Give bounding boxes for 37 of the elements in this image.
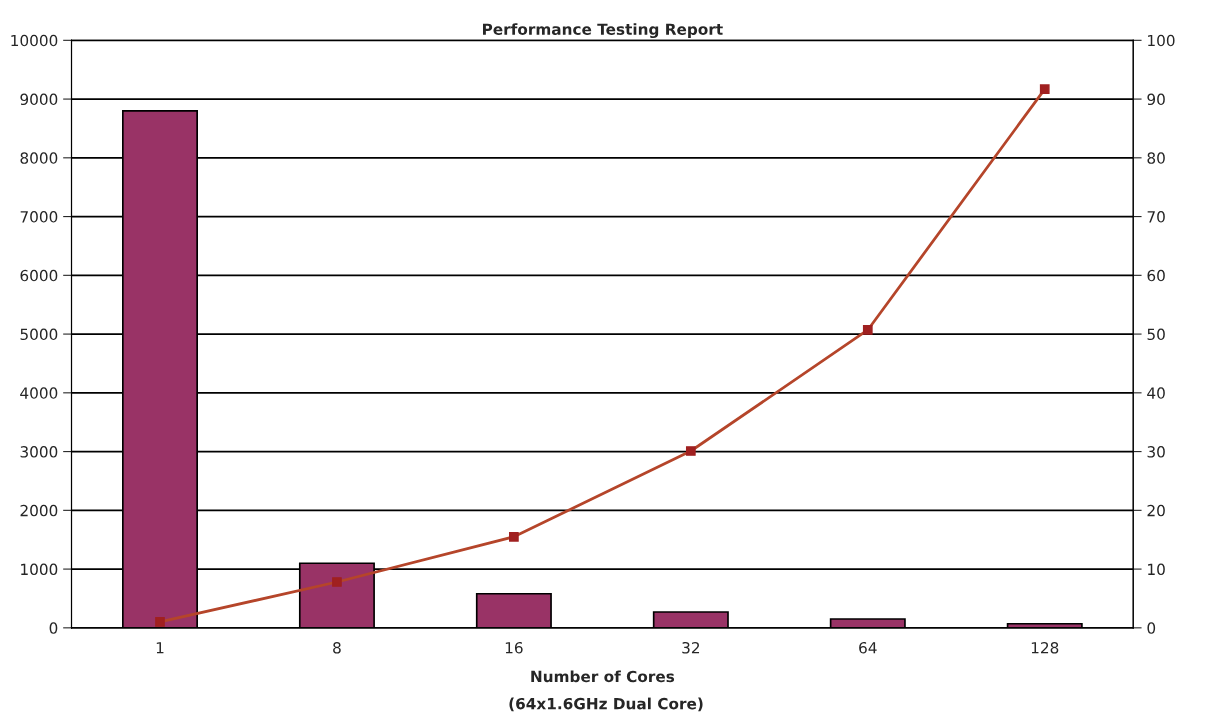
x-tick-label: 8 [333,642,341,654]
y2-tick-label: 90 [1147,93,1165,106]
y-tick-label: 3000 [20,446,58,458]
y-tick-label: 8000 [20,152,58,164]
y2-tick-label: 30 [1147,446,1165,458]
y-tick-label: 4000 [20,387,58,399]
y-tick-label: 1000 [21,563,58,576]
point [332,577,342,587]
point [155,617,165,627]
x-tick-label: 32 [682,642,700,654]
x-tick-label: 64 [859,642,877,654]
x-axis-title: Number of Cores [531,670,675,683]
x-tick-label: 16 [505,642,523,654]
chart-title: Performance Testing Report [483,23,723,39]
point [685,446,696,456]
y2-tick-label: 40 [1147,387,1165,399]
y-tick-label: 6000 [20,269,58,282]
point [862,325,873,335]
y2-tick-label: 50 [1147,328,1165,341]
y-tick-label: 2000 [20,504,58,517]
y2-tick-label: 70 [1147,211,1165,223]
y-tick-label: 0 [49,622,58,634]
point [1039,84,1050,94]
x-tick-label: 128 [1031,642,1059,654]
y2-tick-label: 0 [1147,622,1156,634]
y2-tick-label: 60 [1147,269,1165,282]
point [509,531,519,542]
x-tick-label: 1 [156,642,164,654]
y-tick-label: 9000 [20,93,58,106]
text: (64x1.6GHz Dual Core) [509,697,703,712]
y2-tick-label: 100 [1148,34,1175,47]
y-tick-label: 10000 [11,34,58,47]
y2-tick-label: 20 [1147,504,1165,517]
y-tick-label: 5000 [20,328,58,341]
y2-tick-label: 10 [1148,563,1165,576]
y2-tick-label: 80 [1147,152,1165,164]
y-tick-label: 7000 [20,211,58,223]
